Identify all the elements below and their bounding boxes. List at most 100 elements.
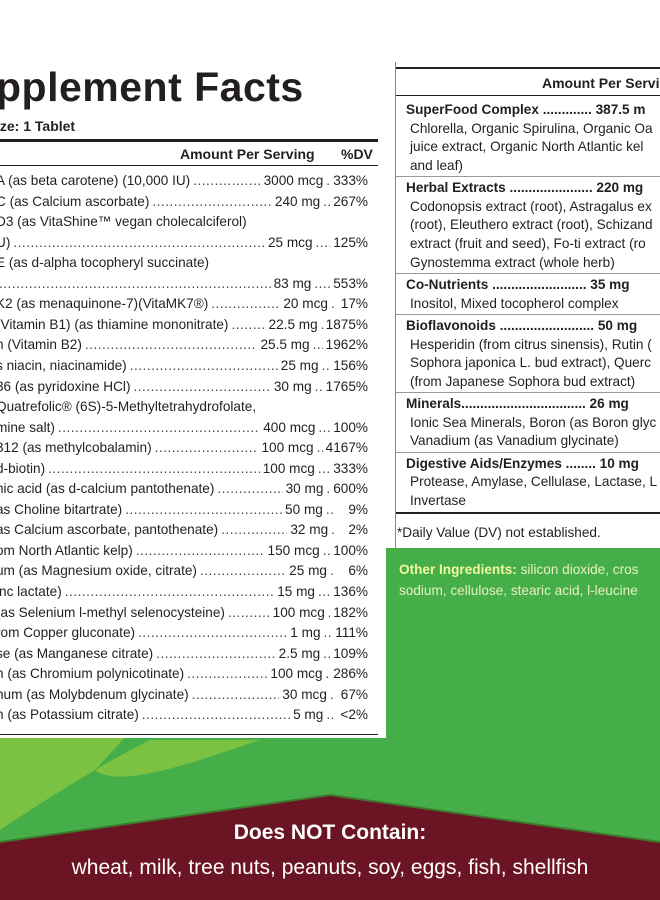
dot-leader bbox=[187, 664, 267, 684]
nutrient-amount: 20 mcg bbox=[283, 296, 328, 312]
nutrient-name: n (as Potassium citrate) bbox=[0, 707, 139, 723]
nutrient-row: mine salt) 400 mcg 100% bbox=[0, 418, 368, 438]
nutrient-row: 312 (as methylcobalamin) 100 mcg 4167% bbox=[0, 438, 368, 458]
nutrient-row: 83 mg 553% bbox=[0, 274, 368, 294]
dot-leader bbox=[130, 356, 278, 376]
nutrient-amount: 30 mcg bbox=[282, 686, 327, 702]
footnote: *Daily Value (DV) not established. bbox=[397, 525, 601, 540]
nutrient-row: as Calcium ascorbate, pantothenate) 32 mg… bbox=[0, 520, 368, 540]
nutrient-amount: 25 mg bbox=[289, 563, 327, 579]
nutrient-amount: 3000 mcg bbox=[263, 173, 324, 188]
section-heading: Herbal Extracts ...................... 2… bbox=[406, 180, 644, 196]
nutrient-amount: 30 mg bbox=[285, 481, 324, 497]
dot-leader bbox=[321, 315, 323, 335]
dot-leader bbox=[142, 705, 290, 725]
nutrient-dv: 9% bbox=[348, 501, 368, 517]
dot-leader bbox=[133, 377, 270, 397]
panel-title: pplement Facts bbox=[0, 64, 304, 110]
section-ingredients: Sophora japonica L. bud extract), Querc bbox=[410, 355, 652, 371]
nutrient-dv: 6% bbox=[348, 563, 368, 579]
nutrient-name: um (as Magnesium oxide, citrate) bbox=[0, 563, 197, 579]
nutrient-name: mine salt) bbox=[0, 419, 55, 435]
dot-leader bbox=[314, 274, 330, 294]
other-ingredients-line2: sodium, cellulose, stearic acid, l-leuci… bbox=[399, 583, 638, 598]
nutrient-name: nic acid (as d-calcium pantothenate) bbox=[0, 481, 215, 497]
dot-leader bbox=[231, 315, 265, 335]
nutrient-amount: 25 mcg bbox=[267, 234, 313, 250]
nutrient-name: (as Selenium l-methyl selenocysteine) bbox=[0, 604, 225, 620]
section-ingredients: Invertase bbox=[410, 492, 466, 508]
dot-leader bbox=[155, 438, 259, 458]
nutrient-name: as Calcium ascorbate, pantothenate) bbox=[0, 522, 219, 538]
dot-leader bbox=[324, 623, 333, 643]
nutrient-dv: 1875% bbox=[325, 316, 368, 332]
dot-leader bbox=[125, 500, 282, 520]
divider bbox=[396, 392, 660, 394]
nutrient-row: rom Copper gluconate) 1 mg 111% bbox=[0, 623, 368, 643]
nutrient-row: 36 (as pyridoxine HCl) 30 mg 1765% bbox=[0, 377, 368, 397]
divider bbox=[396, 95, 660, 96]
dot-leader bbox=[152, 192, 272, 212]
nutrient-dv: <2% bbox=[340, 707, 368, 723]
nutrient-row: n (as Chromium polynicotinate) 100 mcg 286… bbox=[0, 664, 368, 684]
dot-leader bbox=[330, 685, 335, 705]
nutrient-row: s niacin, niacinamide) 25 mg 156% bbox=[0, 356, 368, 376]
nutrient-dv: 125% bbox=[333, 234, 368, 250]
nutrient-dv: 156% bbox=[333, 357, 368, 373]
nutrient-amount: 150 mcg bbox=[267, 542, 320, 558]
nutrient-dv: 286% bbox=[333, 666, 368, 682]
other-ingredients: Other Ingredients: silicon dioxide, cros… bbox=[399, 559, 638, 601]
nutrient-dv: 1765% bbox=[325, 378, 368, 394]
header-dv: %DV bbox=[341, 146, 373, 162]
divider bbox=[396, 176, 660, 178]
other-ingredients-line1: silicon dioxide, cros bbox=[516, 562, 639, 577]
nutrient-name: inc lactate) bbox=[0, 584, 62, 599]
nutrient-row: om North Atlantic kelp) 150 mcg 100% bbox=[0, 541, 368, 561]
section-ingredients: Inositol, Mixed tocopherol complex bbox=[410, 295, 619, 311]
section-ingredients: extract (fruit and seed), Fo-ti extract … bbox=[410, 235, 646, 251]
nutrient-dv: 182% bbox=[333, 604, 368, 620]
nutrient-dv: 111% bbox=[335, 625, 368, 641]
nutrient-row: K2 (as menaquinone-7)(VitaMK7®) 20 mcg 17% bbox=[0, 294, 368, 314]
section-ingredients: Ionic Sea Minerals, Boron (as Boron glyc bbox=[410, 414, 657, 430]
nutrient-name: n (Vitamin B2) bbox=[0, 337, 82, 353]
nutrient-name: num (as Molybdenum glycinate) bbox=[0, 686, 189, 702]
nutrient-row: Quatrefolic® (6S)-5-Methyltetrahydrofola… bbox=[0, 397, 368, 417]
dot-leader bbox=[326, 479, 330, 499]
nutrient-dv: 553% bbox=[333, 275, 368, 291]
dot-leader bbox=[318, 459, 330, 479]
divider-thick bbox=[0, 139, 378, 142]
nutrient-dv: 1962% bbox=[325, 337, 368, 353]
dot-leader bbox=[330, 561, 335, 581]
nutrient-row: (Vitamin B1) (as thiamine mononitrate) 22… bbox=[0, 315, 368, 335]
dot-leader bbox=[217, 479, 282, 499]
section-heading: Minerals................................… bbox=[406, 396, 629, 412]
other-ingredients-label: Other Ingredients: bbox=[399, 562, 517, 577]
nutrient-dv: 136% bbox=[333, 584, 368, 599]
dot-leader bbox=[193, 171, 260, 191]
nutrient-name: D3 (as VitaShine™ vegan cholecalciferol) bbox=[0, 214, 247, 230]
dot-leader bbox=[323, 644, 330, 664]
section-ingredients: (from Japanese Sophora bud extract) bbox=[410, 373, 636, 389]
nutrient-amount: 1 mg bbox=[290, 625, 321, 641]
nutrient-amount: 2.5 mg bbox=[278, 645, 321, 661]
nutrient-amount: 240 mg bbox=[274, 193, 321, 209]
section-ingredients: juice extract, Organic North Atlantic ke… bbox=[410, 139, 644, 155]
dot-leader bbox=[326, 171, 330, 191]
nutrient-row: nic acid (as d-calcium pantothenate) 30 m… bbox=[0, 479, 368, 499]
nutrient-name: E (as d-alpha tocopheryl succinate) bbox=[0, 255, 210, 271]
serving-size: ize: 1 Tablet bbox=[0, 118, 76, 134]
dot-leader bbox=[58, 418, 260, 438]
nutrient-name: 312 (as methylcobalamin) bbox=[0, 440, 152, 456]
nutrient-row: D3 (as VitaShine™ vegan cholecalciferol) bbox=[0, 212, 368, 232]
nutrient-name: U) bbox=[0, 234, 11, 250]
nutrient-amount: 25 mg bbox=[280, 357, 319, 373]
divider bbox=[0, 165, 378, 166]
dot-leader bbox=[331, 294, 335, 314]
section-heading: Bioflavonoids ......................... … bbox=[406, 318, 638, 333]
nutrient-name: rom Copper gluconate) bbox=[0, 625, 136, 641]
dot-leader bbox=[13, 233, 265, 253]
section-heading: Digestive Aids/Enzymes ........ 10 mg bbox=[406, 455, 639, 471]
nutrient-name: 36 (as pyridoxine HCl) bbox=[0, 378, 131, 394]
